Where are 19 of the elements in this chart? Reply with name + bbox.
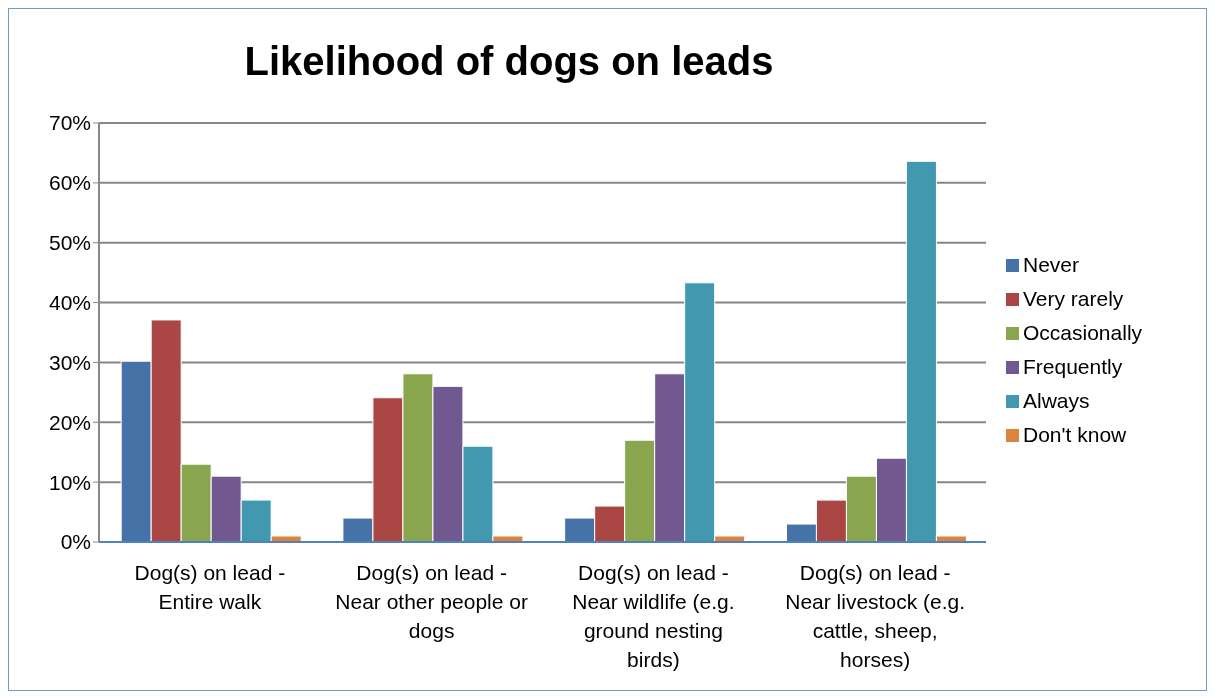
x-tick-label: Dog(s) on lead - Entire walk — [134, 561, 286, 613]
legend-label: Never — [1023, 252, 1080, 276]
y-tick-label: 70% — [48, 111, 91, 135]
legend-label: Occasionally — [1023, 320, 1143, 344]
legend-label: Very rarely — [1023, 286, 1124, 310]
y-tick-label: 50% — [48, 231, 91, 255]
y-tick-label: 10% — [48, 470, 91, 494]
y-tick-label: 40% — [48, 291, 91, 315]
y-tick-label: 20% — [48, 410, 91, 434]
y-tick-label: 60% — [48, 171, 91, 195]
legend-label: Always — [1023, 388, 1090, 412]
y-tick-label: 30% — [48, 350, 91, 374]
legend-label: Don't know — [1023, 422, 1127, 446]
y-tick-label: 0% — [60, 530, 91, 554]
x-tick-label: Dog(s) on lead - Near livestock (e.g. cattle, sheep, horses) — [785, 561, 965, 671]
x-tick-label: Dog(s) on lead - Near other people or dogs — [335, 561, 528, 642]
x-tick-label: Dog(s) on lead - Near wildlife (e.g. ground nesting birds) — [572, 561, 735, 671]
chart-title: Likelihood of dogs on leads — [243, 39, 775, 84]
legend-label: Frequently — [1023, 354, 1123, 378]
